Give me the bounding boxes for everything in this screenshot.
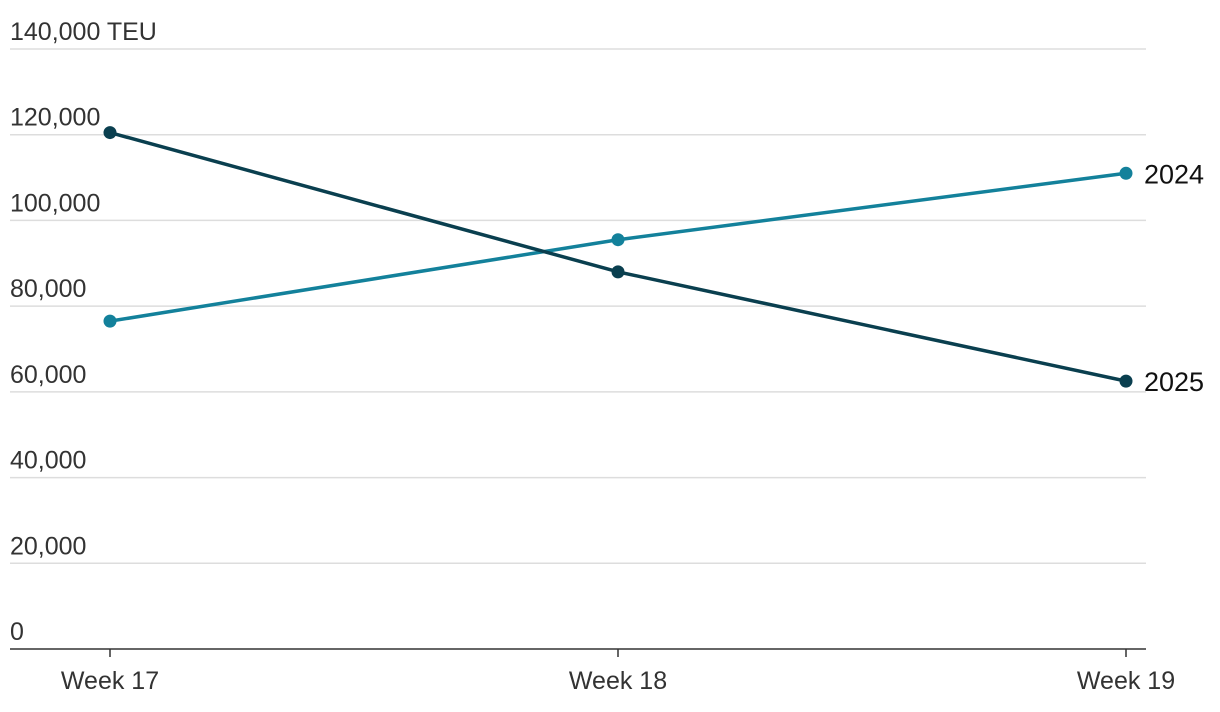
y-tick-label-0: 0	[10, 618, 24, 646]
y-axis-labels: 0 20,000 40,000 60,000 80,000 100,000 120,000 1…	[10, 18, 157, 646]
y-tick-label-120000: 120,000	[10, 104, 100, 132]
y-tick-label-80000: 80,000	[10, 275, 86, 303]
y-tick-label-100000: 100,000	[10, 189, 100, 217]
y-tick-label-20000: 20,000	[10, 532, 86, 560]
data-point-2025-week-17	[103, 126, 117, 140]
series	[103, 126, 1133, 388]
series-label-2024: 2024	[1144, 159, 1204, 189]
data-point-2024-week-19	[1119, 166, 1133, 180]
data-point-2025-week-19	[1119, 374, 1133, 388]
series-line-2025	[108, 130, 1128, 383]
y-tick-label-140000: 140,000 TEU	[10, 18, 157, 46]
x-tick-label: Week 17	[61, 667, 159, 695]
series-labels: 2024 2025	[1144, 159, 1204, 397]
series-label-2025: 2025	[1144, 367, 1204, 397]
x-tick-label: Week 18	[569, 667, 667, 695]
data-point-2024-week-18	[611, 233, 625, 247]
series-line-2024	[108, 171, 1128, 323]
y-tick-label-60000: 60,000	[10, 361, 86, 389]
data-point-2024-week-17	[103, 314, 117, 328]
y-tick-label-40000: 40,000	[10, 447, 86, 475]
gridlines	[10, 48, 1146, 565]
x-axis: Week 17 Week 18 Week 19	[10, 648, 1175, 695]
x-tick-label: Week 19	[1077, 667, 1175, 695]
data-point-2025-week-18	[611, 265, 625, 279]
